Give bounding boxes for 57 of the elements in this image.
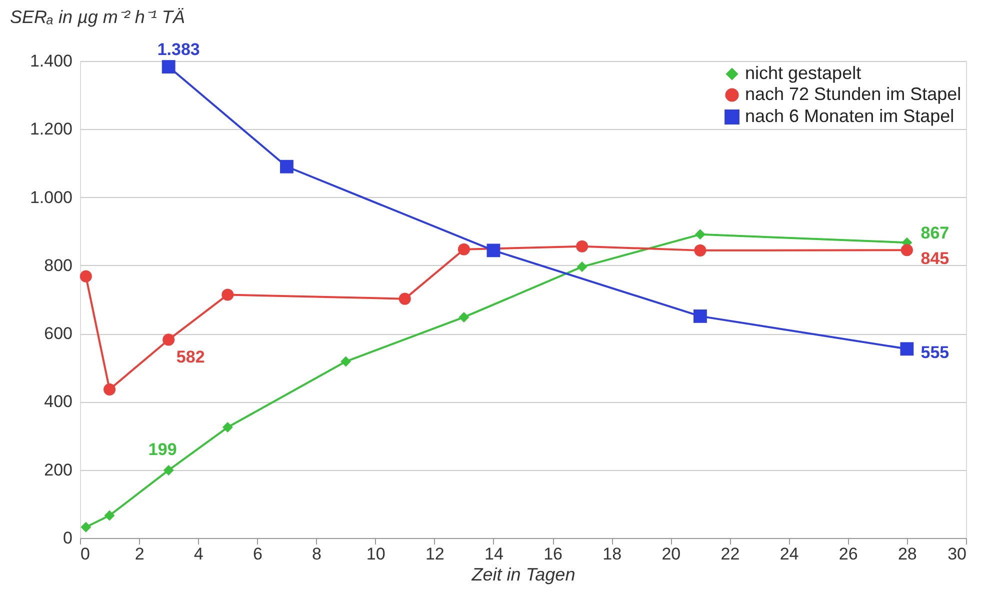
x-axis-title: Zeit in Tagen [470, 564, 576, 584]
x-tick-label: 26 [838, 544, 858, 564]
point [693, 309, 707, 323]
y-tick-label: 600 [44, 324, 72, 344]
x-tick-label: 20 [662, 544, 681, 564]
x-tick-label: 14 [484, 544, 504, 564]
y-tick-label: 400 [44, 392, 72, 412]
data-label: 555 [920, 342, 950, 362]
point [486, 244, 500, 258]
point [163, 464, 174, 476]
point [576, 240, 588, 252]
x-tick-label: 12 [425, 544, 444, 564]
point [694, 229, 706, 240]
point [104, 383, 116, 396]
data-label: 845 [920, 249, 950, 268]
y-tick-label: 1.400 [30, 52, 72, 70]
x-tick-label: 4 [194, 544, 204, 564]
x-tick-label: 30 [948, 544, 966, 564]
point [900, 342, 914, 356]
point [340, 356, 352, 367]
legend-label: nicht gestapelt [745, 63, 862, 83]
point [80, 270, 92, 282]
x-tick-label: 6 [252, 544, 262, 564]
point [458, 312, 470, 322]
x-tick-label: 18 [602, 544, 622, 564]
data-label: 867 [920, 224, 950, 243]
point [162, 60, 176, 74]
x-tick-label: 24 [780, 544, 799, 564]
legend-label: nach 72 Stunden im Stapel [745, 84, 962, 104]
point [900, 244, 913, 256]
x-tick-label: 0 [80, 544, 90, 564]
y-tick-label: 200 [44, 460, 72, 480]
y-tick-label: 1.200 [30, 120, 72, 139]
x-tick-label: 2 [134, 544, 144, 564]
point [162, 334, 175, 346]
y-tick-label: 800 [44, 256, 72, 275]
point [280, 160, 294, 174]
point [576, 262, 588, 272]
point [222, 288, 234, 301]
point [458, 243, 470, 256]
x-tick-label: 10 [366, 544, 386, 564]
y-tick-label: 1.000 [30, 188, 72, 207]
x-tick-label: 16 [544, 544, 562, 564]
x-tick-label: 28 [898, 544, 917, 564]
data-label: 199 [148, 440, 177, 460]
point [80, 522, 92, 532]
point [222, 422, 233, 433]
y-tick-label: 0 [63, 528, 72, 548]
data-label: 582 [176, 348, 205, 367]
x-tick-label: 22 [720, 544, 740, 564]
point [694, 244, 706, 256]
point [398, 292, 411, 305]
y-axis-title: SERₐ in µg m⁻² h⁻¹ TÄ [10, 6, 185, 27]
legend-label: nach 6 Monaten im Stapel [745, 106, 954, 126]
data-label: 1.383 [157, 40, 200, 59]
x-tick-label: 8 [312, 544, 322, 564]
point [104, 510, 115, 521]
